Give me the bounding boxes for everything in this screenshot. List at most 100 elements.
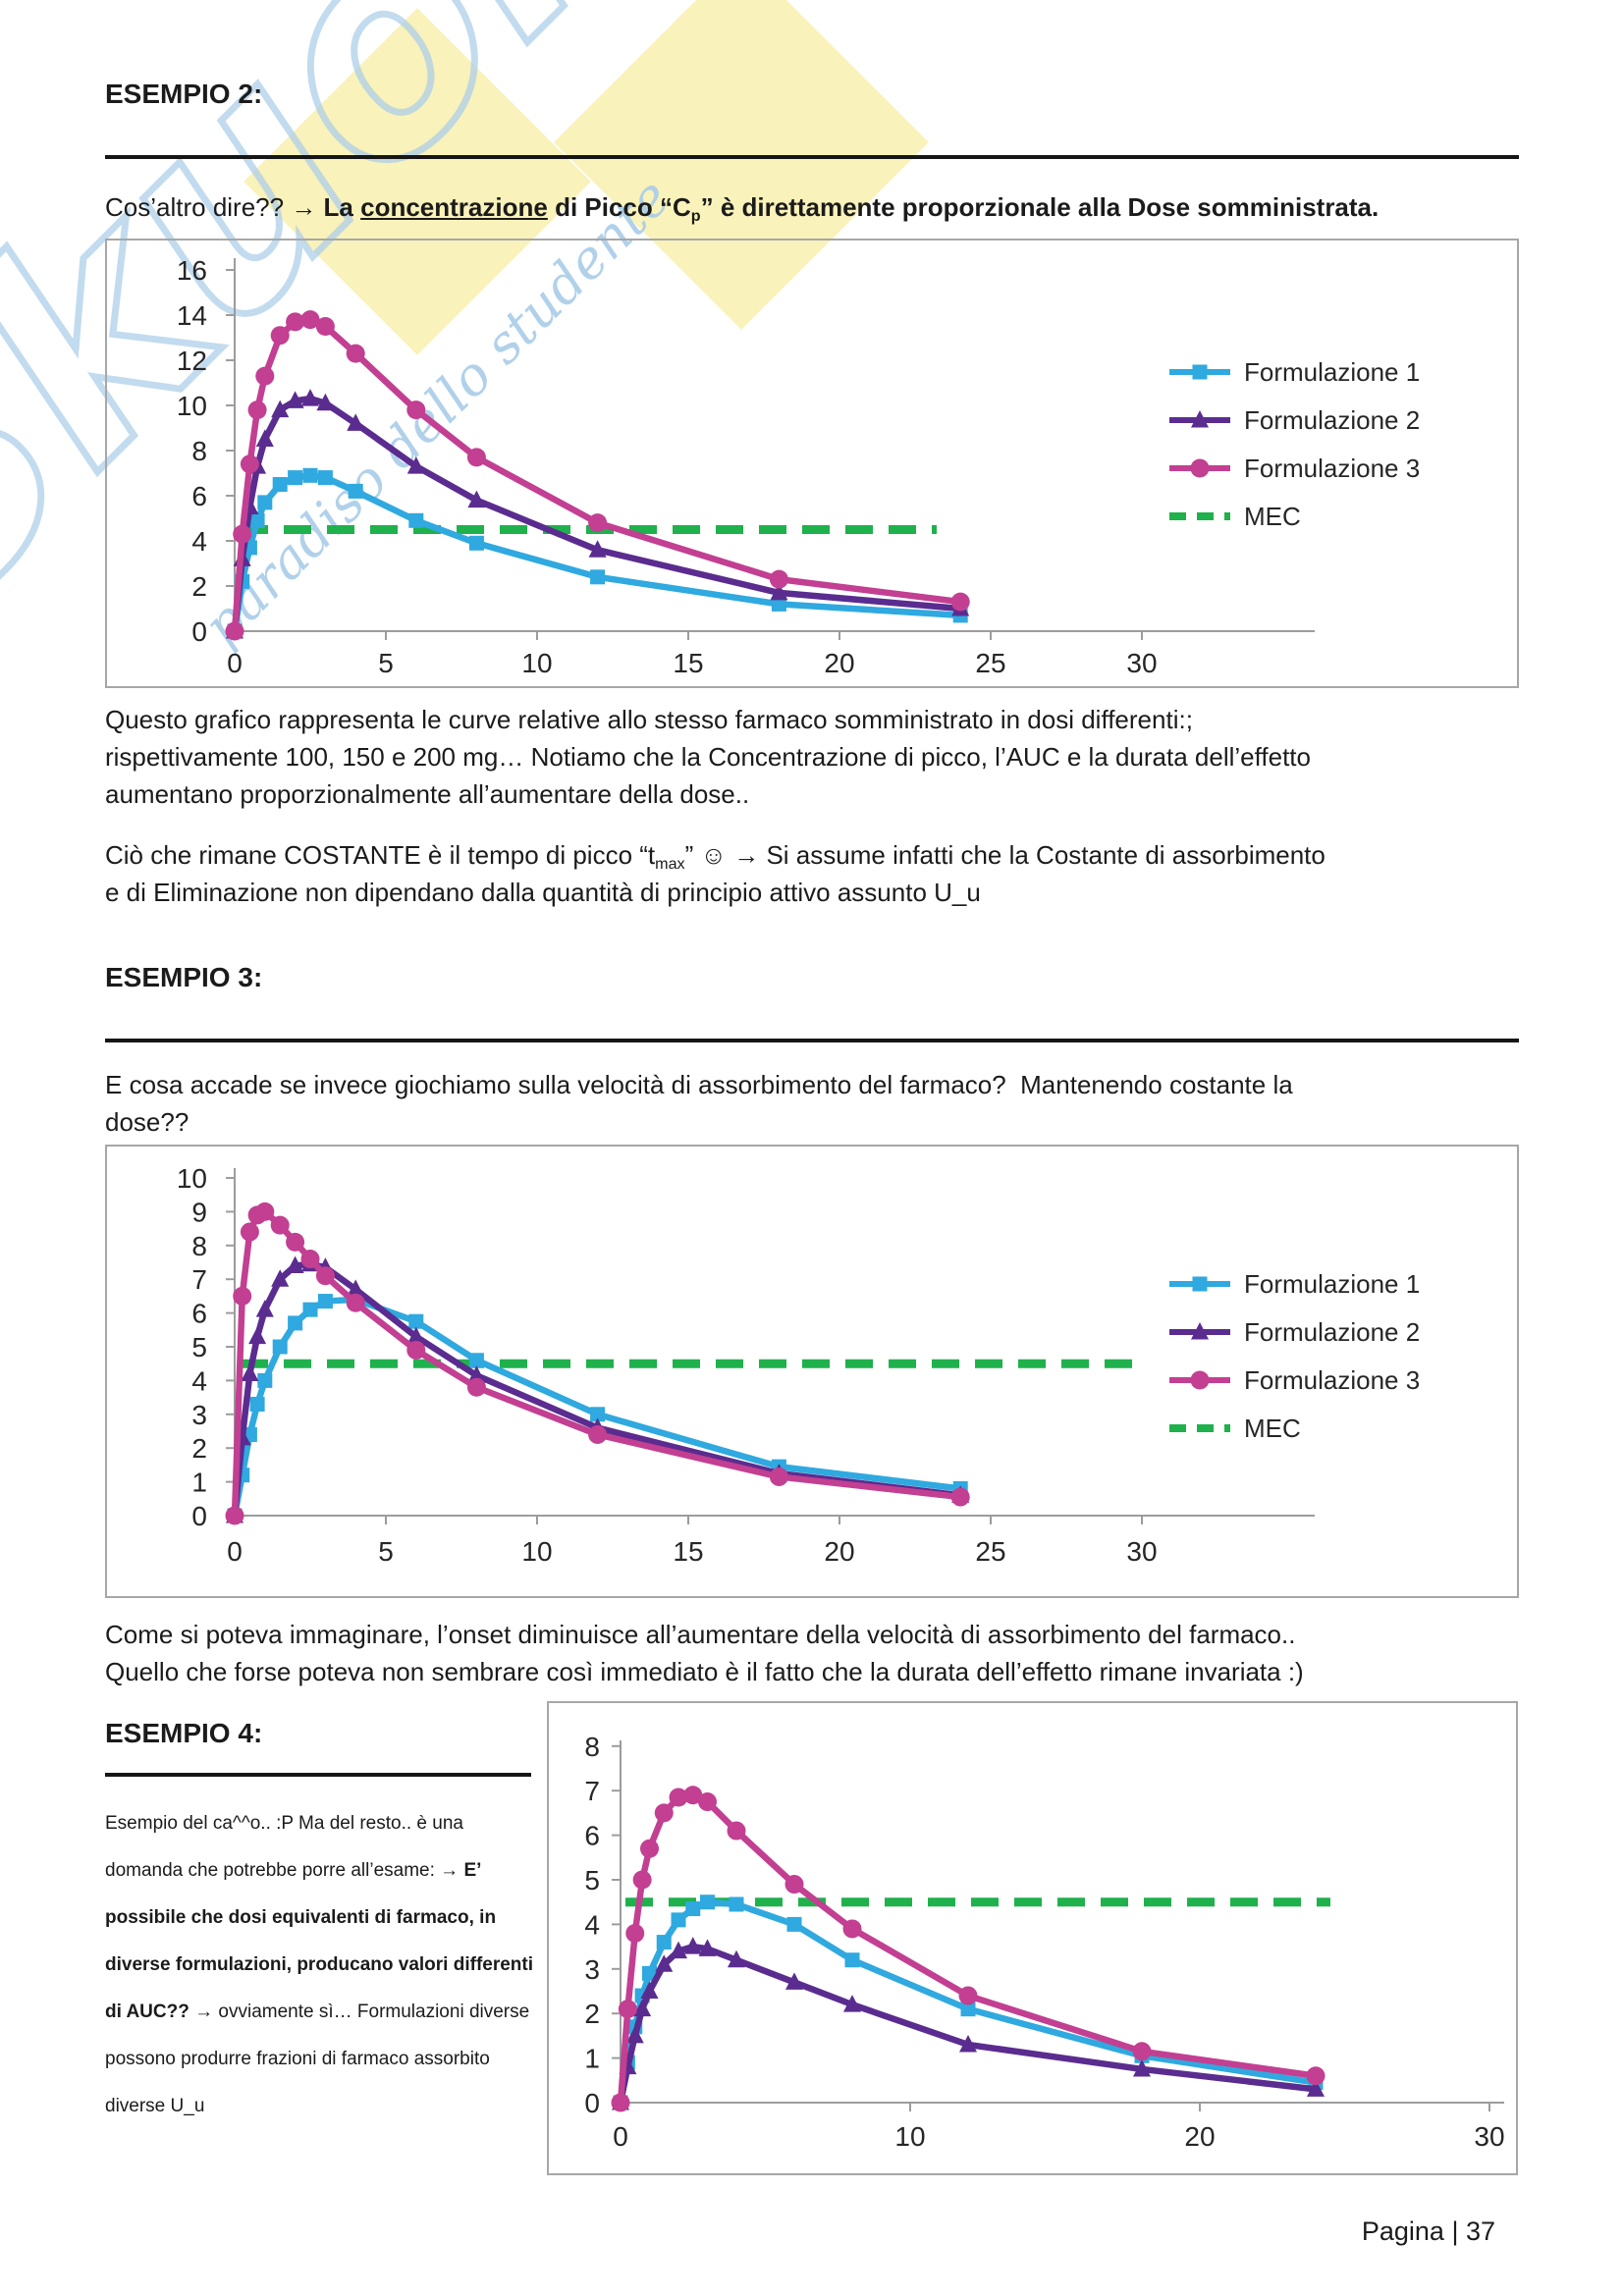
y-tick-label: 7 (191, 1264, 207, 1295)
y-tick-label: 14 (177, 300, 207, 331)
y-tick-label: 3 (191, 1400, 207, 1430)
text-line: Questo grafico rappresenta le curve rela… (105, 705, 1193, 734)
x-tick-label: 15 (673, 1536, 703, 1567)
y-tick-label: 10 (177, 391, 207, 421)
paragraph-chart1-comment: Questo grafico rappresenta le curve rela… (105, 701, 1539, 813)
y-tick-label: 10 (177, 1163, 207, 1194)
legend-label: MEC (1244, 1414, 1301, 1443)
text-line: domanda che potrebbe porre all’esame: → … (105, 1860, 482, 1881)
y-tick-label: 5 (584, 1865, 600, 1896)
legend-item: Formulazione 3 (1169, 454, 1420, 483)
y-tick-label: 9 (191, 1197, 207, 1227)
text-line: Esempio del ca^^o.. :P Ma del resto.. è … (105, 1813, 463, 1834)
series-formulazione-2 (612, 1937, 1325, 2110)
text-line: E cosa accade se invece giochiamo sulla … (105, 1070, 1293, 1099)
x-tick-label: 10 (521, 648, 552, 678)
x-tick-label: 5 (378, 648, 394, 678)
y-tick-label: 1 (584, 2044, 600, 2074)
legend-label: MEC (1244, 502, 1301, 531)
x-tick-label: 10 (894, 2121, 925, 2152)
x-tick-label: 20 (1184, 2121, 1215, 2152)
y-tick-label: 2 (584, 1999, 600, 2029)
heading-rule (105, 155, 1519, 159)
x-tick-label: 20 (824, 648, 854, 678)
y-tick-label: 4 (191, 1365, 207, 1396)
x-tick-label: 20 (824, 1536, 854, 1567)
legend-label: Formulazione 3 (1244, 1365, 1420, 1395)
x-tick-label: 10 (521, 1536, 552, 1567)
y-tick-label: 6 (191, 481, 207, 511)
y-tick-label: 8 (191, 1231, 207, 1261)
text-line: di AUC?? → ovviamente sì… Formulazioni d… (105, 2002, 530, 2022)
y-tick-label: 12 (177, 346, 207, 376)
x-tick-label: 15 (673, 648, 703, 678)
paragraph-absorption-question: E cosa accade se invece giochiamo sulla … (105, 1066, 1539, 1141)
series-formulazione-3 (611, 1786, 1325, 2112)
x-tick-label: 25 (975, 648, 1005, 678)
legend-label: Formulazione 1 (1244, 357, 1420, 387)
legend-item: Formulazione 1 (1169, 1269, 1420, 1299)
axes: 0 2 4 6 8 10 12 14 16 0 5 10 15 20 25 30 (177, 255, 1315, 678)
y-tick-label: 7 (584, 1776, 600, 1806)
y-tick-label: 3 (584, 1954, 600, 1985)
heading-rule (105, 1039, 1519, 1042)
y-tick-label: 6 (191, 1299, 207, 1329)
text-line: rispettivamente 100, 150 e 200 mg… Notia… (105, 742, 1311, 772)
heading-rule (105, 1773, 531, 1777)
legend-label: Formulazione 2 (1244, 405, 1420, 435)
text-line: e di Eliminazione non dipendano dalla qu… (105, 878, 981, 907)
legend-label: Formulazione 2 (1244, 1317, 1420, 1347)
chart-3-different-formulations: 0 1 2 3 4 5 6 7 8 0 10 20 30 (547, 1701, 1518, 2175)
x-tick-label: 30 (1126, 648, 1157, 678)
series-formulazione-1 (227, 467, 968, 639)
series-formulazione-3 (225, 310, 970, 641)
y-tick-label: 16 (177, 255, 207, 286)
text-line: Quello che forse poteva non sembrare cos… (105, 1657, 1304, 1686)
y-tick-label: 4 (191, 526, 207, 557)
text-line: diverse U_u (105, 2096, 205, 2116)
legend-item: Formulazione 2 (1169, 405, 1420, 435)
x-tick-label: 5 (378, 1536, 394, 1567)
y-tick-label: 5 (191, 1332, 207, 1362)
legend-label: Formulazione 1 (1244, 1269, 1420, 1299)
y-tick-label: 6 (584, 1821, 600, 1851)
y-tick-label: 8 (191, 436, 207, 466)
page-number: Pagina | 37 (1361, 2216, 1495, 2246)
text-line: possono produrre frazioni di farmaco ass… (105, 2049, 490, 2069)
text-line: Cos’altro dire?? → La concentrazione di … (105, 192, 1380, 226)
y-tick-label: 0 (584, 2088, 600, 2118)
series-formulazione-3 (225, 1201, 970, 1525)
legend-label: Formulazione 3 (1244, 454, 1420, 483)
text-line: Come si poteva immaginare, l’onset dimin… (105, 1620, 1296, 1649)
legend-item: MEC (1169, 502, 1301, 531)
x-tick-label: 25 (975, 1536, 1005, 1567)
section-heading-esempio-4: ESEMPIO 4: (105, 1718, 263, 1748)
text-line: diverse formulazioni, producano valori d… (105, 1954, 534, 1975)
text-line: aumentano proporzionalmente all’aumentar… (105, 779, 750, 809)
y-tick-label: 1 (191, 1468, 207, 1498)
x-tick-label: 0 (227, 648, 243, 678)
x-tick-label: 30 (1474, 2121, 1504, 2152)
y-tick-label: 2 (191, 1433, 207, 1464)
legend-item: Formulazione 2 (1169, 1317, 1420, 1347)
x-tick-label: 0 (227, 1536, 243, 1567)
chart-3-canvas: 0 1 2 3 4 5 6 7 8 0 10 20 30 (584, 1732, 1504, 2152)
text-line: dose?? (105, 1107, 189, 1137)
section-heading-esempio-2: ESEMPIO 2: (105, 79, 263, 109)
axes: 0 1 2 3 4 5 6 7 8 0 10 20 30 (584, 1732, 1504, 2152)
text-line: possibile che dosi equivalenti di farmac… (105, 1907, 497, 1928)
y-tick-label: 0 (191, 1501, 207, 1531)
x-tick-label: 30 (1126, 1536, 1157, 1567)
paragraph-tmax-constant: Ciò che rimane COSTANTE è il tempo di pi… (105, 836, 1539, 911)
y-tick-label: 0 (191, 616, 207, 647)
chart-legend: Formulazione 1 Formulazione 2 Formulazione… (1169, 357, 1420, 531)
x-tick-label: 0 (613, 2121, 628, 2152)
chart-legend: Formulazione 1 Formulazione 2 Formulazione… (1169, 1269, 1420, 1443)
section-heading-esempio-3: ESEMPIO 3: (105, 962, 263, 992)
y-tick-label: 8 (584, 1732, 600, 1762)
legend-item: Formulazione 3 (1169, 1365, 1420, 1395)
